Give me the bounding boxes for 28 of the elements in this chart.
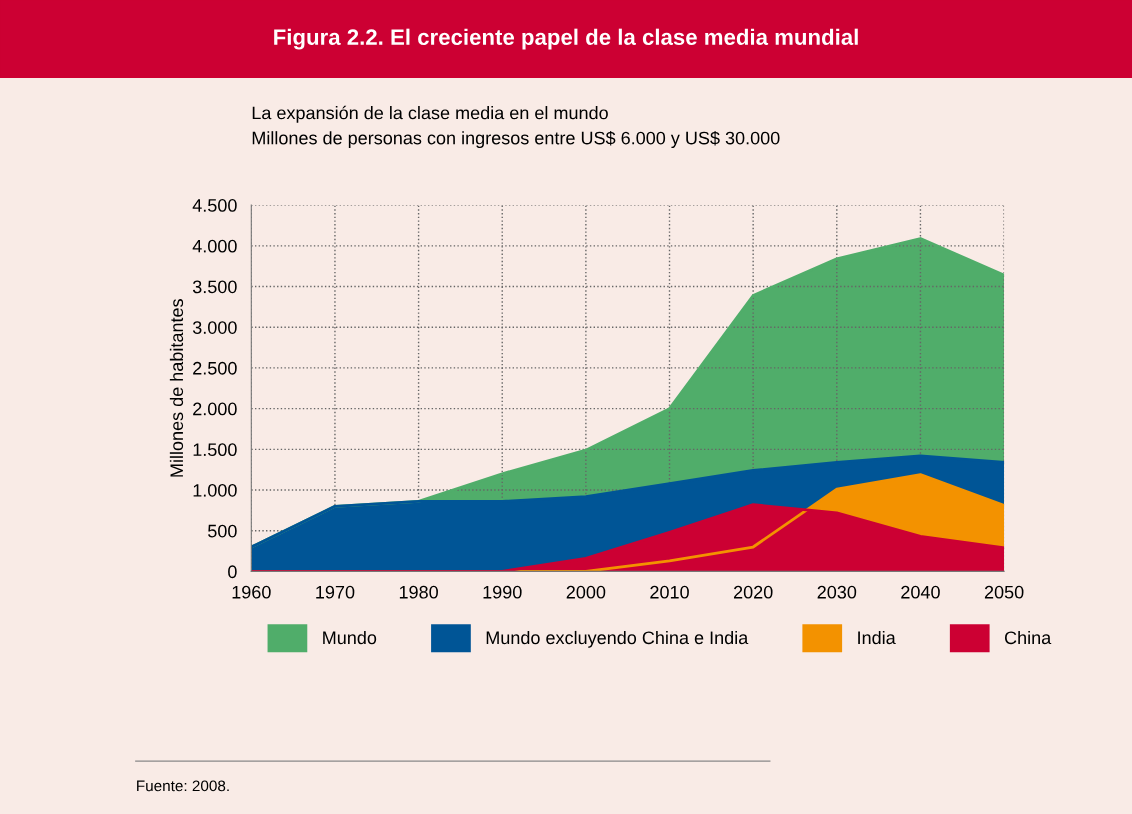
x-tick-label: 1970 bbox=[316, 585, 355, 599]
y-tick-label: 1.000 bbox=[193, 483, 237, 497]
x-tick-label: 2040 bbox=[901, 585, 940, 599]
chart-subtitle: La expansión de la clase media en el mundo Millones de personas con ingresos entre US$ 6.000 y US$ 30.000 bbox=[252, 105, 780, 148]
y-tick-label: 500 bbox=[208, 524, 237, 538]
x-tick-label: 2020 bbox=[733, 585, 773, 599]
x-tick-label: 1960 bbox=[232, 585, 271, 599]
x-tick-label: 2050 bbox=[984, 585, 1024, 599]
x-tick-label: 1980 bbox=[399, 585, 438, 599]
y-tick-label: 2.000 bbox=[193, 402, 237, 416]
x-tick-label: 2000 bbox=[566, 585, 606, 599]
x-tick-label: 2010 bbox=[650, 585, 689, 599]
source-note: Fuente: 2008. bbox=[137, 780, 229, 792]
legend-label: Mundo bbox=[323, 630, 377, 645]
y-tick-label: 0 bbox=[228, 565, 237, 579]
chart-title: Figura 2.2. El creciente papel de la clase media mundial bbox=[274, 28, 858, 50]
y-tick-label: 4.500 bbox=[192, 199, 237, 212]
y-tick-label: 2.500 bbox=[193, 361, 237, 375]
y-tick-label: 3.500 bbox=[192, 280, 237, 294]
y-tick-label: 4.000 bbox=[192, 239, 237, 253]
legend-label: China bbox=[1004, 630, 1052, 645]
x-tick-label: 2030 bbox=[817, 585, 857, 599]
y-tick-label: 3.000 bbox=[192, 321, 237, 334]
x-tick-label: 1990 bbox=[483, 585, 522, 599]
legend-label: Mundo excluyendo China e India bbox=[486, 630, 749, 648]
legend-label: India bbox=[858, 630, 896, 645]
y-axis-title: Millones de habitantes bbox=[169, 299, 184, 477]
y-tick-label: 1.500 bbox=[193, 443, 237, 457]
